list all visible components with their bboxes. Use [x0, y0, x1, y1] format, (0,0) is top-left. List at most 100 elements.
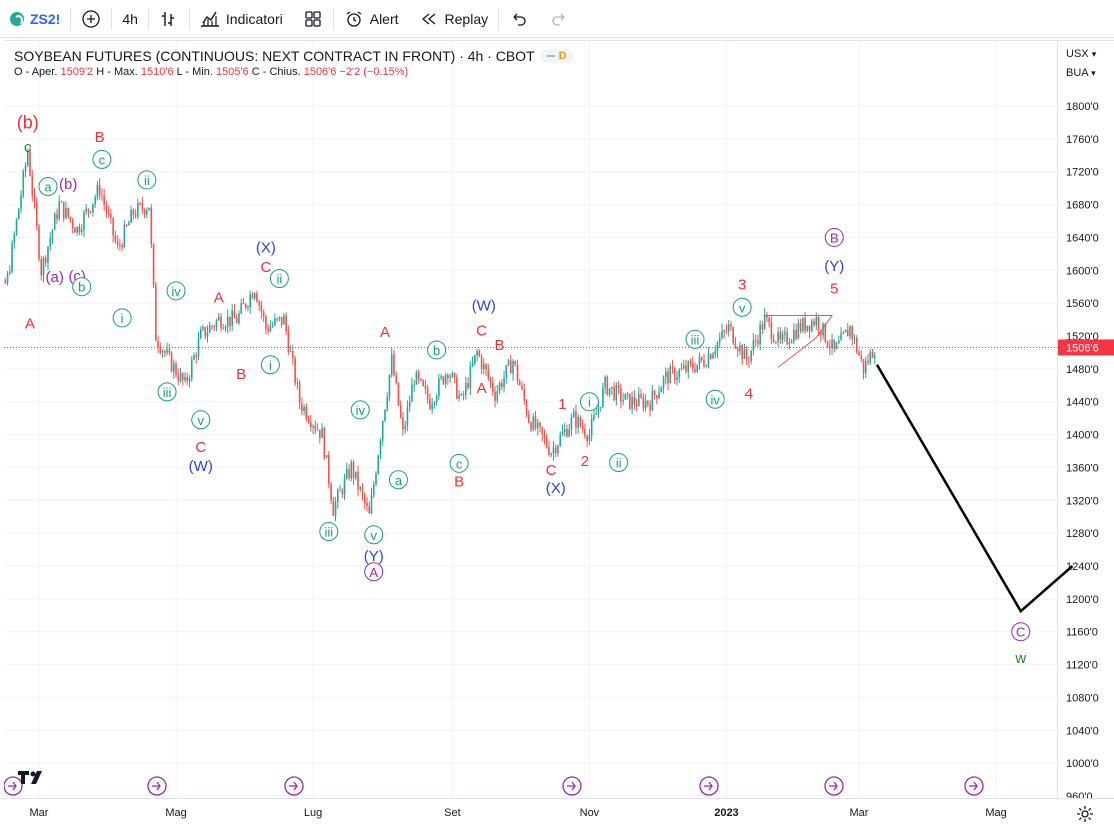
wave-label[interactable]: b: [427, 340, 447, 360]
wave-label[interactable]: i: [260, 355, 280, 375]
wave-label[interactable]: i: [112, 308, 132, 328]
wave-label[interactable]: A: [477, 380, 487, 397]
alert-button[interactable]: Alert: [334, 0, 409, 38]
wave-label[interactable]: C: [195, 439, 206, 456]
currency-selector[interactable]: USX ▾: [1066, 48, 1097, 60]
price-chart[interactable]: 1800'0 1760'0 1720'0 1680'0 1640'0 1600'0 1560…: [4, 41, 1114, 798]
wave-label[interactable]: iii: [685, 329, 705, 349]
wave-label[interactable]: B: [236, 366, 246, 383]
wave-label[interactable]: A: [214, 289, 224, 306]
wave-label[interactable]: b: [72, 277, 92, 297]
wave-label[interactable]: C: [476, 322, 487, 339]
wave-label[interactable]: (Y): [824, 258, 844, 275]
wave-label[interactable]: ii: [269, 269, 289, 288]
candle-body: [651, 390, 654, 411]
wave-label[interactable]: 3: [738, 276, 746, 293]
wave-label[interactable]: (X): [546, 480, 566, 497]
timeline-marker-icon[interactable]: [824, 776, 844, 796]
timeline-marker-icon[interactable]: [284, 776, 304, 796]
wave-label[interactable]: A: [364, 562, 384, 582]
wave-label-text: ii: [144, 173, 150, 188]
wave-label[interactable]: iii: [157, 382, 177, 402]
indicators-button[interactable]: Indicatori: [190, 0, 293, 38]
timeline-marker-icon[interactable]: [699, 776, 719, 796]
projection-line[interactable]: [875, 364, 1074, 614]
wave-label[interactable]: c: [449, 453, 469, 473]
wave-label[interactable]: (X): [256, 239, 276, 256]
candle-body: [575, 411, 577, 428]
wave-label[interactable]: (W): [472, 298, 496, 315]
timeline-marker-icon[interactable]: [147, 776, 167, 796]
candle-body: [146, 210, 148, 215]
candle-body: [494, 392, 496, 401]
candle-body: [449, 376, 451, 378]
candle-body: [660, 387, 663, 393]
wave-label[interactable]: w: [1014, 650, 1026, 667]
candle-body: [226, 316, 229, 328]
wave-label[interactable]: iv: [705, 389, 725, 409]
wave-label[interactable]: i: [579, 392, 599, 412]
wave-label[interactable]: (a): [46, 269, 64, 286]
wave-label[interactable]: (Y): [364, 548, 384, 565]
wave-label[interactable]: B: [824, 227, 844, 247]
timeline-marker-icon[interactable]: [562, 776, 582, 796]
symbol-search[interactable]: ZS2!: [0, 0, 70, 38]
timeline-marker-icon[interactable]: [4, 776, 23, 796]
candle-body: [696, 364, 699, 372]
candle-body: [238, 313, 240, 324]
layout-button[interactable]: [293, 0, 333, 38]
wave-label[interactable]: B: [95, 129, 105, 146]
wave-label[interactable]: (b): [59, 176, 77, 193]
wave-label[interactable]: iv: [350, 400, 370, 420]
wave-label[interactable]: iv: [166, 281, 186, 301]
triangle-pattern[interactable]: [764, 314, 834, 368]
candle-body: [550, 453, 553, 455]
wave-label[interactable]: ii: [137, 170, 157, 190]
logo-slash: [31, 771, 42, 784]
wave-label[interactable]: (b): [17, 112, 39, 132]
logo-dot: [30, 771, 36, 777]
wave-label[interactable]: v: [364, 525, 384, 545]
candle-body: [328, 455, 330, 484]
redo-button[interactable]: [539, 0, 579, 38]
wave-label[interactable]: (W): [189, 458, 213, 475]
candle-body: [280, 316, 283, 325]
price-tick-label: 1240'0: [1066, 561, 1099, 573]
data-status-badge[interactable]: D: [540, 49, 573, 63]
wave-label[interactable]: a: [388, 470, 408, 490]
time-axis-bar[interactable]: [0, 798, 1114, 835]
timeline-marker-icon[interactable]: [964, 776, 984, 796]
wave-label[interactable]: c: [92, 149, 112, 169]
wave-label[interactable]: B: [495, 337, 505, 354]
wave-label[interactable]: iii: [319, 522, 339, 541]
candle-body: [188, 378, 191, 382]
wave-label[interactable]: 4: [745, 386, 753, 403]
wave-label[interactable]: C: [1011, 622, 1031, 642]
wave-label[interactable]: C: [546, 462, 557, 479]
settings-button[interactable]: [1076, 805, 1094, 828]
undo-button[interactable]: [499, 0, 539, 38]
replay-button[interactable]: Replay: [409, 0, 499, 38]
candle-body: [779, 331, 782, 340]
interval-button[interactable]: 4h: [112, 0, 148, 38]
compare-button[interactable]: [71, 0, 111, 38]
wave-label[interactable]: v: [732, 297, 752, 317]
wave-label[interactable]: 5: [830, 280, 838, 297]
chart-pane[interactable]: 1800'0 1760'0 1720'0 1680'0 1640'0 1600'0 1560…: [4, 41, 1114, 798]
wave-label[interactable]: c: [24, 139, 32, 156]
time-axis[interactable]: Mar Mag Lug Set Nov 2023 Mar Mag: [0, 798, 1114, 835]
wave-label[interactable]: B: [454, 473, 464, 490]
wave-label[interactable]: v: [191, 410, 211, 430]
chart-type-button[interactable]: [149, 0, 189, 38]
wave-label[interactable]: a: [38, 177, 58, 196]
unit-selector[interactable]: BUA ▾: [1066, 67, 1096, 79]
wave-label[interactable]: ii: [609, 453, 629, 472]
wave-label[interactable]: A: [25, 316, 35, 333]
wave-label[interactable]: 1: [558, 396, 566, 413]
wave-label[interactable]: A: [380, 324, 390, 341]
wave-label[interactable]: 2: [581, 453, 589, 470]
wave-label[interactable]: C: [260, 259, 271, 276]
candle-body: [748, 361, 750, 363]
wave-label-text: b: [78, 280, 85, 295]
candle-body: [101, 195, 103, 197]
